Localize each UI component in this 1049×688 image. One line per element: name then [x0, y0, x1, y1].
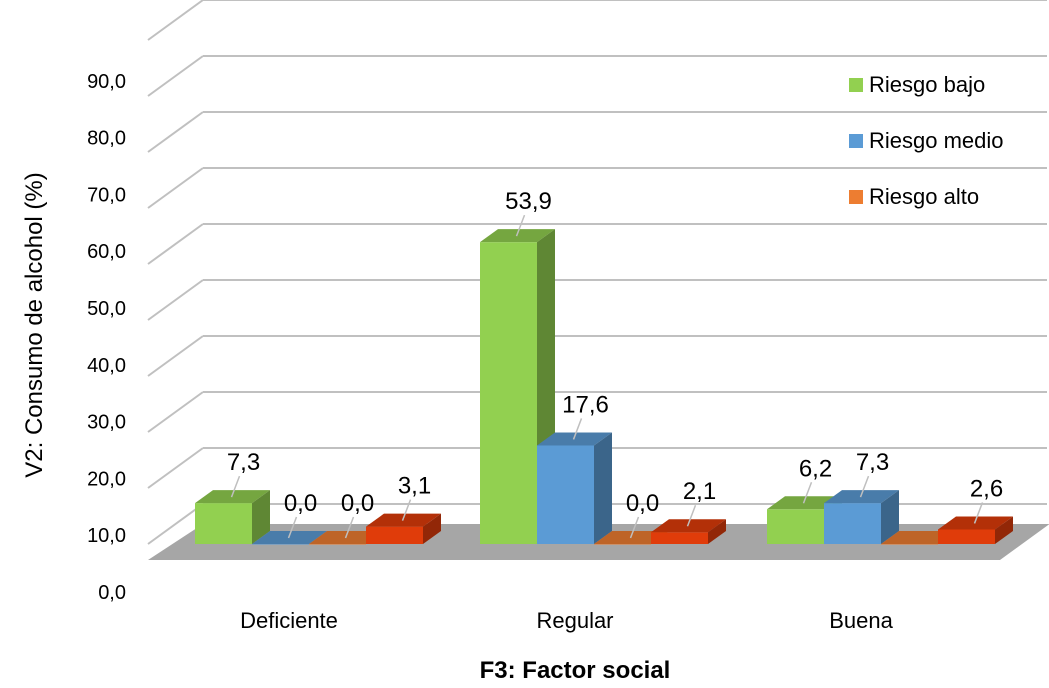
bar-side: [881, 490, 899, 544]
data-label: 0,0: [626, 490, 659, 517]
bar: [309, 544, 366, 545]
gridline-side: [147, 0, 204, 41]
bar-top: [366, 513, 441, 527]
y-axis-title: V2: Consumo de alcohol (%): [21, 172, 48, 477]
label-leader: [686, 504, 697, 527]
y-tick-label: 30,0: [87, 412, 126, 434]
label-leader: [401, 499, 412, 521]
y-tick-label: 70,0: [87, 184, 126, 206]
gridline-side: [147, 279, 204, 321]
bar-side: [708, 519, 726, 544]
y-tick-label: 0,0: [98, 582, 126, 604]
label-leader: [287, 516, 298, 539]
data-label: 17,6: [562, 391, 609, 418]
y-tick-label: 80,0: [87, 128, 126, 150]
y-tick-label: 90,0: [87, 71, 126, 93]
bar-side: [252, 490, 270, 544]
y-axis-ticks: 0,0 10,0 20,0 30,0 40,0 50,0 60,0 70,0 80,0 90,0: [87, 71, 126, 604]
label-leader: [973, 502, 984, 524]
data-label: 53,9: [505, 188, 552, 215]
bar-top: [252, 531, 327, 544]
y-tick-label: 50,0: [87, 298, 126, 320]
bar-top: [195, 490, 270, 504]
label-leader: [802, 482, 813, 504]
data-label: 2,1: [683, 478, 716, 505]
gridline-side: [147, 447, 204, 489]
gridline-side: [147, 167, 204, 209]
y-tick-label: 60,0: [87, 241, 126, 263]
bar: [767, 509, 824, 544]
bar: [824, 503, 881, 544]
data-label: 6,2: [799, 455, 832, 482]
data-label: 7,3: [856, 449, 889, 476]
data-label: 7,3: [227, 449, 260, 476]
data-label: 3,1: [398, 473, 431, 500]
x-tick-label: Deficiente: [240, 608, 338, 633]
bar-top: [938, 516, 1013, 530]
x-axis-ticks: Deficiente Regular Buena: [240, 608, 893, 633]
bar-top: [824, 490, 899, 504]
y-tick-label: 10,0: [87, 525, 126, 547]
legend-label: Riesgo bajo: [869, 72, 985, 97]
x-axis-title: F3: Factor social: [480, 657, 671, 684]
legend: Riesgo bajo Riesgo medio Riesgo alto: [849, 72, 1004, 209]
bars: [195, 229, 1013, 545]
y-tick-label: 40,0: [87, 355, 126, 377]
bar: [881, 544, 938, 545]
bar: [195, 503, 252, 544]
bar-side: [594, 432, 612, 544]
x-tick-label: Buena: [829, 608, 893, 633]
gridline-side: [147, 223, 204, 265]
label-leader: [230, 475, 241, 498]
legend-swatch: [849, 190, 863, 204]
bar-top: [480, 229, 555, 243]
data-label: 2,6: [970, 475, 1003, 502]
bar-side: [423, 513, 441, 544]
gridline-side: [147, 55, 204, 97]
label-leader: [629, 516, 640, 539]
x-tick-label: Regular: [536, 608, 613, 633]
bar: [938, 529, 995, 544]
bar-top: [767, 496, 842, 510]
label-leader: [572, 418, 583, 440]
data-label: 0,0: [341, 490, 374, 517]
bar-top: [594, 531, 669, 544]
gridline-side: [147, 335, 204, 377]
bar: [594, 544, 651, 545]
bar-top: [309, 531, 384, 544]
legend-label: Riesgo medio: [869, 128, 1004, 153]
legend-swatch: [849, 134, 863, 148]
bar: [480, 242, 537, 544]
bar-top: [537, 432, 612, 446]
bar: [252, 544, 309, 545]
bar: [537, 445, 594, 544]
bar: [366, 526, 423, 544]
label-leader: [344, 516, 355, 539]
gridline-side: [147, 503, 204, 545]
bar: [651, 532, 708, 544]
bar-side: [995, 516, 1013, 544]
data-labels: 7,3 0,0 0,0 3,1 53,9 17,6 0,0 2,1 6,2 7,3 2,6: [227, 188, 1003, 539]
y-tick-label: 20,0: [87, 468, 126, 490]
legend-swatch: [849, 78, 863, 92]
gridline-side: [147, 111, 204, 153]
bar-top: [881, 531, 956, 544]
legend-label: Riesgo alto: [869, 184, 979, 209]
gridline-side: [147, 391, 204, 433]
bar-top: [651, 519, 726, 533]
label-leader: [859, 475, 870, 498]
label-leader: [515, 214, 526, 237]
data-label: 0,0: [284, 490, 317, 517]
chart-back-wall: [147, 0, 1047, 545]
